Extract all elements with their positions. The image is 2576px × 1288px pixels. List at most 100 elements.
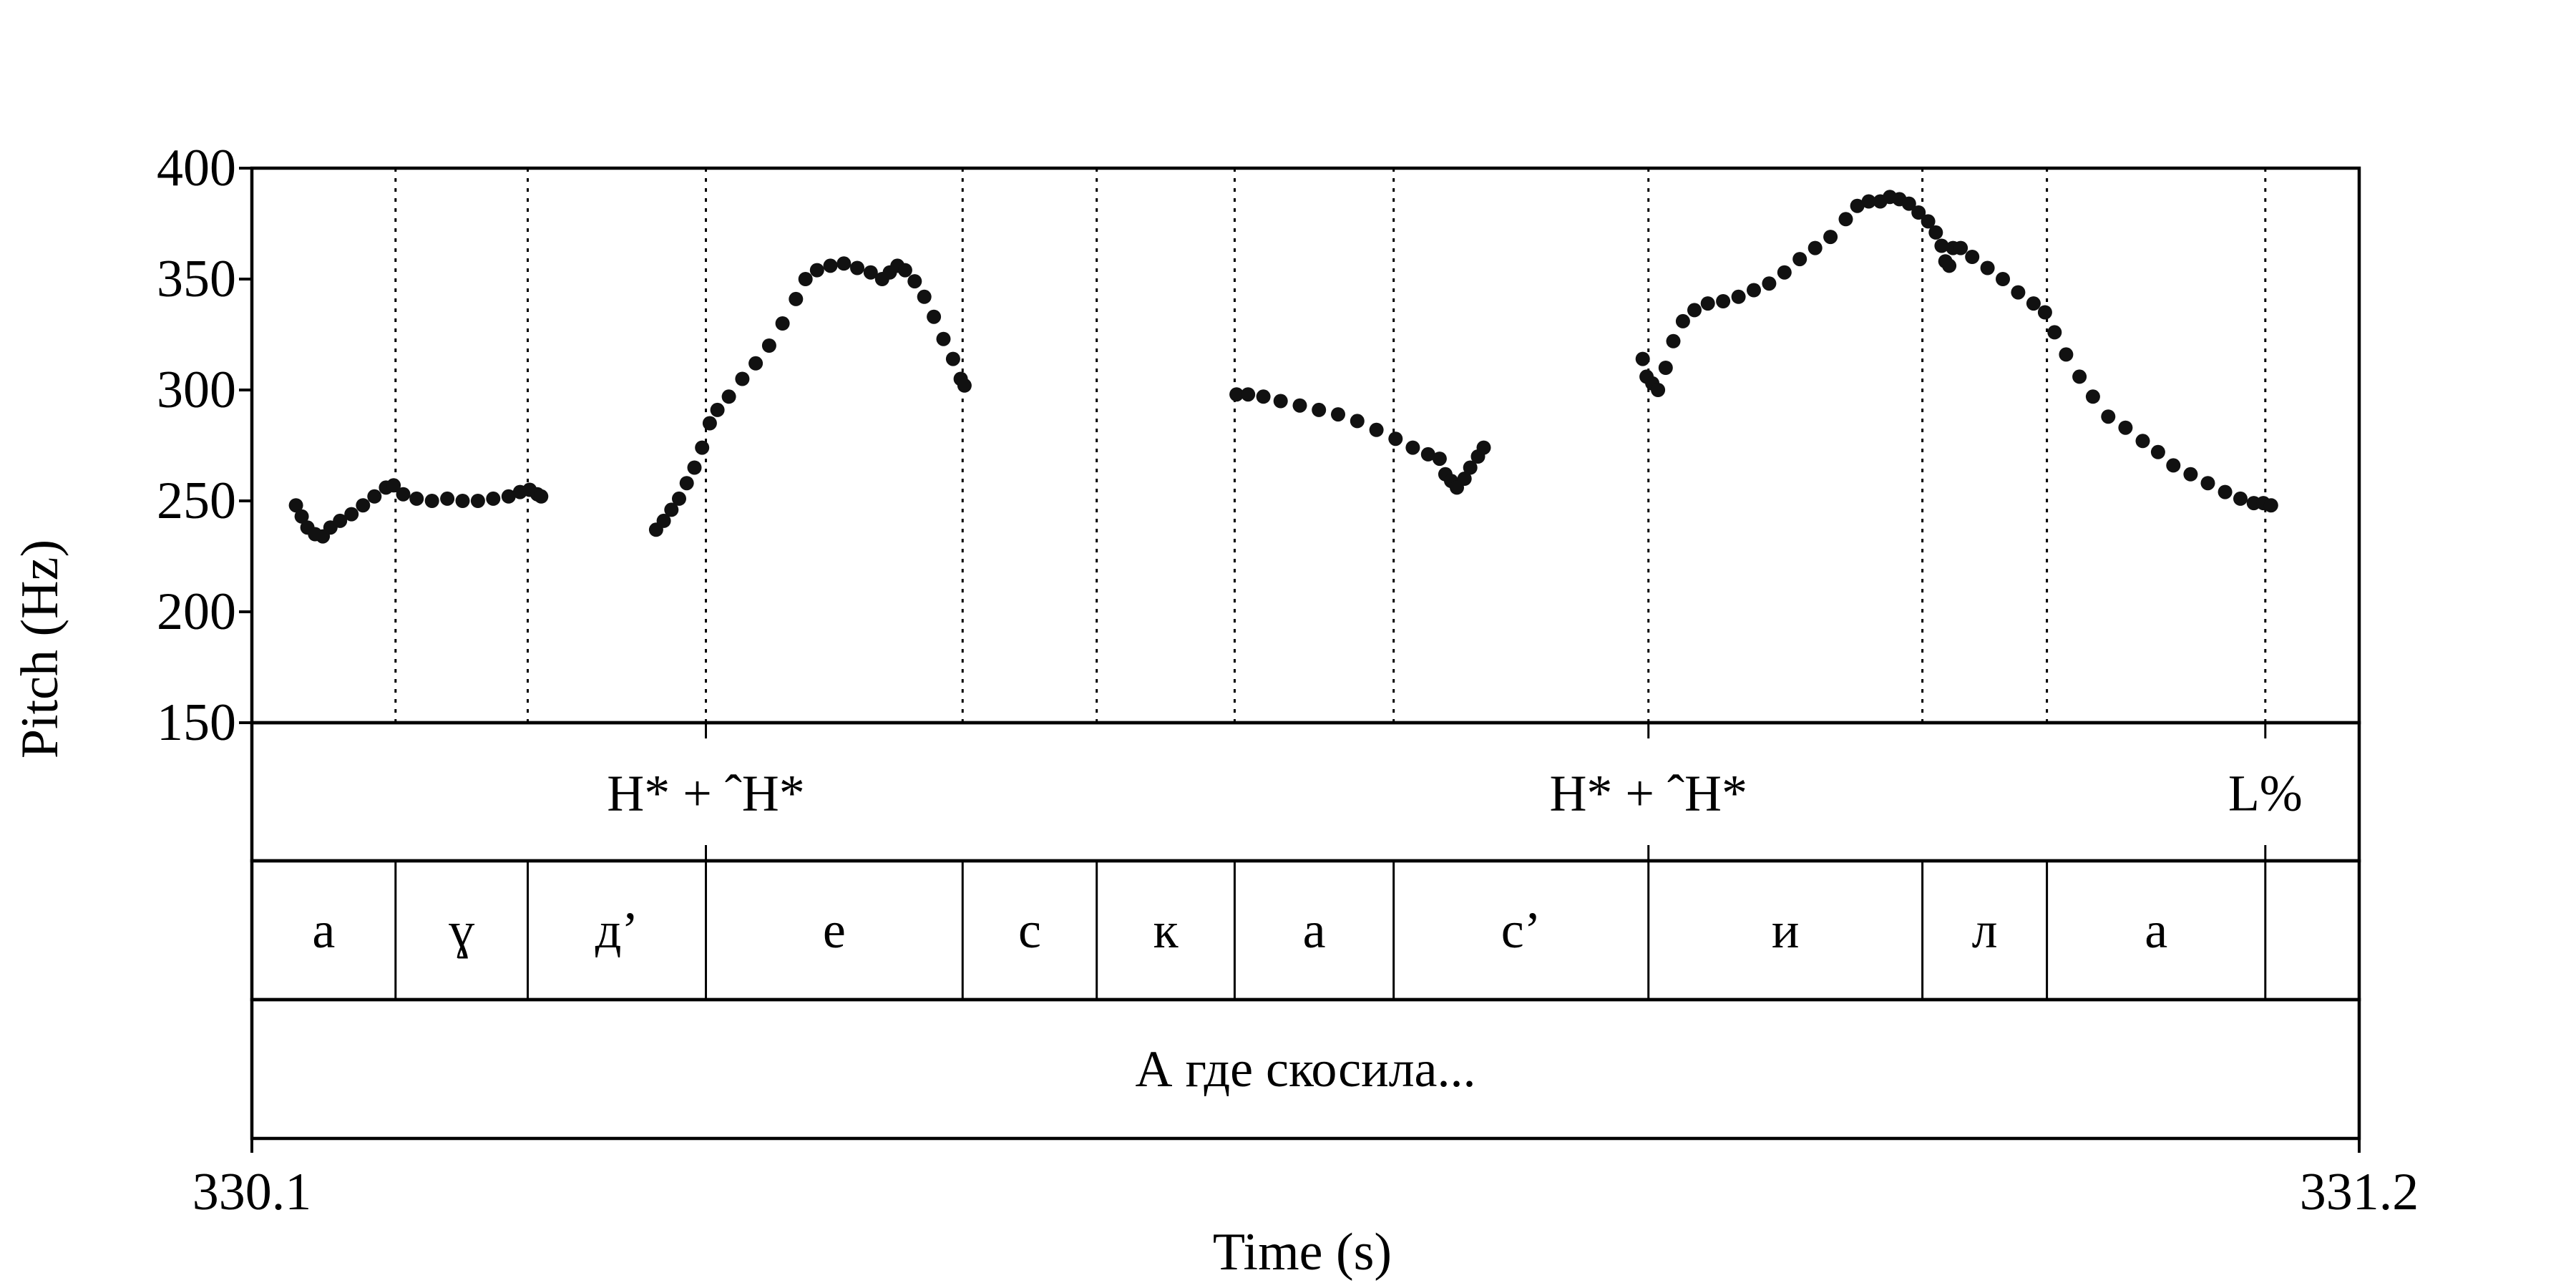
segment-label: к <box>1153 902 1179 959</box>
segment-tier: а ɣ д’ е с к а с’ и л а <box>250 859 2361 1002</box>
segment-label: с’ <box>1501 902 1541 959</box>
pitch-panel-frame <box>250 166 2361 725</box>
pitch-point <box>945 351 960 366</box>
pitch-point <box>1457 472 1472 486</box>
pitch-panel: 150 200 250 300 350 400 <box>157 139 2361 752</box>
x-tick-label: 330.1 <box>192 1163 312 1221</box>
pitch-point <box>2101 409 2116 424</box>
pitch-point <box>1731 289 1746 304</box>
tone-tier: H* + ˆH* H* + ˆH* L% <box>250 721 2361 863</box>
pitch-point <box>1762 276 1777 291</box>
pitch-point <box>367 489 382 504</box>
pitch-point <box>1716 294 1731 308</box>
pitch-point <box>1476 440 1491 455</box>
pitch-point <box>386 478 401 493</box>
pitch-point <box>2059 347 2074 362</box>
segment-label: л <box>1972 902 1998 959</box>
segment-label: д’ <box>595 902 639 959</box>
pitch-point <box>664 502 679 517</box>
pitch-point <box>1777 265 1792 280</box>
pitch-point <box>1388 431 1403 447</box>
pitch-point <box>1651 383 1666 397</box>
pitch-point <box>1934 238 1949 253</box>
segment-label: ɣ <box>449 902 474 959</box>
pitch-point <box>863 265 878 280</box>
pitch-point <box>1965 250 1980 264</box>
phrase-tier-frame <box>250 997 2361 1141</box>
x-axis: 330.1 331.2 <box>192 1138 2419 1221</box>
phrase-tier: А где скосила... <box>250 997 2361 1141</box>
pitch-point <box>1928 225 1943 240</box>
pitch-point <box>501 489 516 504</box>
pitch-point <box>396 487 411 502</box>
pitch-point <box>897 263 912 278</box>
pitch-point <box>656 513 671 528</box>
phrase-label: А где скосила... <box>1136 1040 1476 1098</box>
segment-label: а <box>1303 902 1326 959</box>
pitch-point <box>1463 460 1478 475</box>
pitch-point <box>1861 194 1876 209</box>
segment-label: а <box>2145 902 2167 959</box>
pitch-point <box>1675 313 1690 328</box>
pitch-point <box>823 258 838 273</box>
pitch-point <box>809 263 824 278</box>
pitch-point <box>486 491 501 506</box>
y-axis-label: Pitch (Hz) <box>11 540 69 758</box>
y-tick-label: 300 <box>157 361 236 419</box>
pitch-point <box>1432 452 1447 467</box>
pitch-point <box>1312 402 1327 417</box>
pitch-point <box>2183 467 2198 482</box>
pitch-point <box>1747 283 1761 298</box>
pitch-point <box>1256 389 1271 404</box>
pitch-point <box>679 476 694 491</box>
pitch-point <box>2135 434 2150 449</box>
pitch-point <box>1921 214 1936 229</box>
pitch-point <box>710 402 725 417</box>
pitch-point <box>2072 369 2087 384</box>
pitch-point <box>2047 325 2062 340</box>
pitch-point <box>356 498 371 513</box>
y-tick-label: 150 <box>157 693 236 752</box>
pitch-point <box>424 494 439 508</box>
y-tick-label: 350 <box>157 250 236 308</box>
pitch-point <box>735 371 750 386</box>
pitch-point <box>470 494 485 508</box>
tone-label: H* + ˆH* <box>1549 765 1747 822</box>
pitch-point <box>789 291 804 306</box>
pitch-point <box>917 289 932 304</box>
segment-label: а <box>312 902 335 959</box>
pitch-point <box>775 316 790 331</box>
pitch-point <box>850 260 864 275</box>
pitch-point <box>687 460 702 475</box>
pitch-point <box>1850 198 1865 213</box>
x-tick-label: 331.2 <box>2300 1163 2419 1221</box>
pitch-point <box>1635 351 1650 366</box>
pitch-point <box>1292 398 1307 413</box>
pitch-point <box>344 507 359 522</box>
pitch-point <box>1901 196 1916 211</box>
x-axis-label: Time (s) <box>1213 1223 1392 1282</box>
segment-label: е <box>823 902 846 959</box>
pitch-point <box>333 513 348 528</box>
pitch-point <box>1996 272 2010 286</box>
tone-label: H* + ˆH* <box>607 765 805 822</box>
pitch-point <box>1823 230 1838 245</box>
pitch-point <box>1241 387 1256 402</box>
pitch-point <box>798 272 813 286</box>
pitch-point <box>1700 296 1715 311</box>
pitch-point <box>936 331 951 346</box>
pitch-point <box>1792 252 1807 267</box>
pitch-point <box>1666 333 1681 348</box>
pitch-point <box>721 389 736 404</box>
pitch-point <box>1980 260 1995 275</box>
pitch-point <box>1350 414 1365 429</box>
pitch-point <box>2150 444 2165 459</box>
pitch-point <box>907 274 922 289</box>
pitch-point <box>1369 422 1384 437</box>
pitch-point <box>2085 389 2100 404</box>
pitch-point <box>294 509 309 524</box>
pitch-point <box>1405 440 1420 455</box>
pitch-point <box>2218 484 2233 499</box>
pitch-point <box>2011 285 2026 300</box>
